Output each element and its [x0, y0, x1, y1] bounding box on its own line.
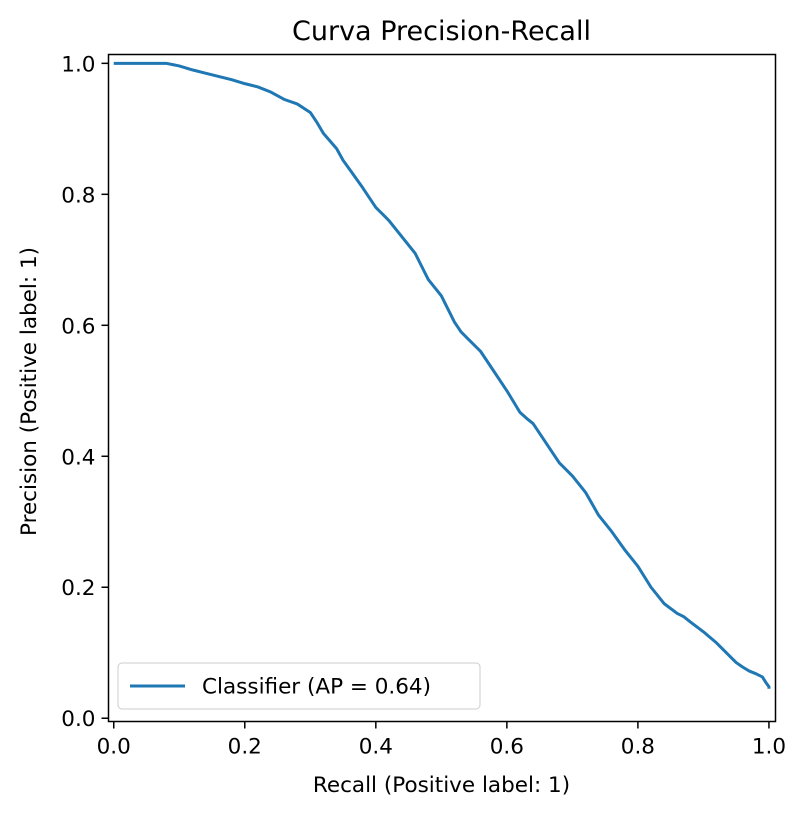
x-axis-label: Recall (Positive label: 1) [313, 773, 570, 798]
chart-title: Curva Precision-Recall [292, 16, 591, 47]
legend: Classifier (AP = 0.64) [117, 662, 481, 710]
y-tick-label: 0.8 [61, 183, 95, 208]
x-tick-label: 0.0 [97, 735, 131, 760]
x-tick-label: 0.8 [621, 735, 655, 760]
series-layer [113, 61, 771, 689]
y-tick-label: 0.2 [61, 576, 95, 601]
x-tick-label: 0.6 [490, 735, 524, 760]
ticks-layer: 0.0 0.2 0.4 0.6 0.8 1.0 0.0 0.2 0.4 0.6 0.8 1.0 [61, 52, 786, 759]
legend-entry-label: Classifier (AP = 0.64) [202, 675, 431, 700]
x-tick-label: 1.0 [752, 735, 786, 760]
legend-box [117, 662, 481, 710]
pr-curve-line [113, 61, 771, 689]
y-tick-label: 0.4 [61, 445, 95, 470]
x-tick-label: 0.2 [228, 735, 262, 760]
x-tick-label: 0.4 [359, 735, 393, 760]
y-tick-label: 1.0 [61, 52, 95, 77]
y-tick-label: 0.0 [61, 707, 95, 732]
axes-frame [107, 53, 777, 723]
y-axis-label: Precision (Positive label: 1) [17, 247, 42, 536]
y-tick-label: 0.6 [61, 314, 95, 339]
